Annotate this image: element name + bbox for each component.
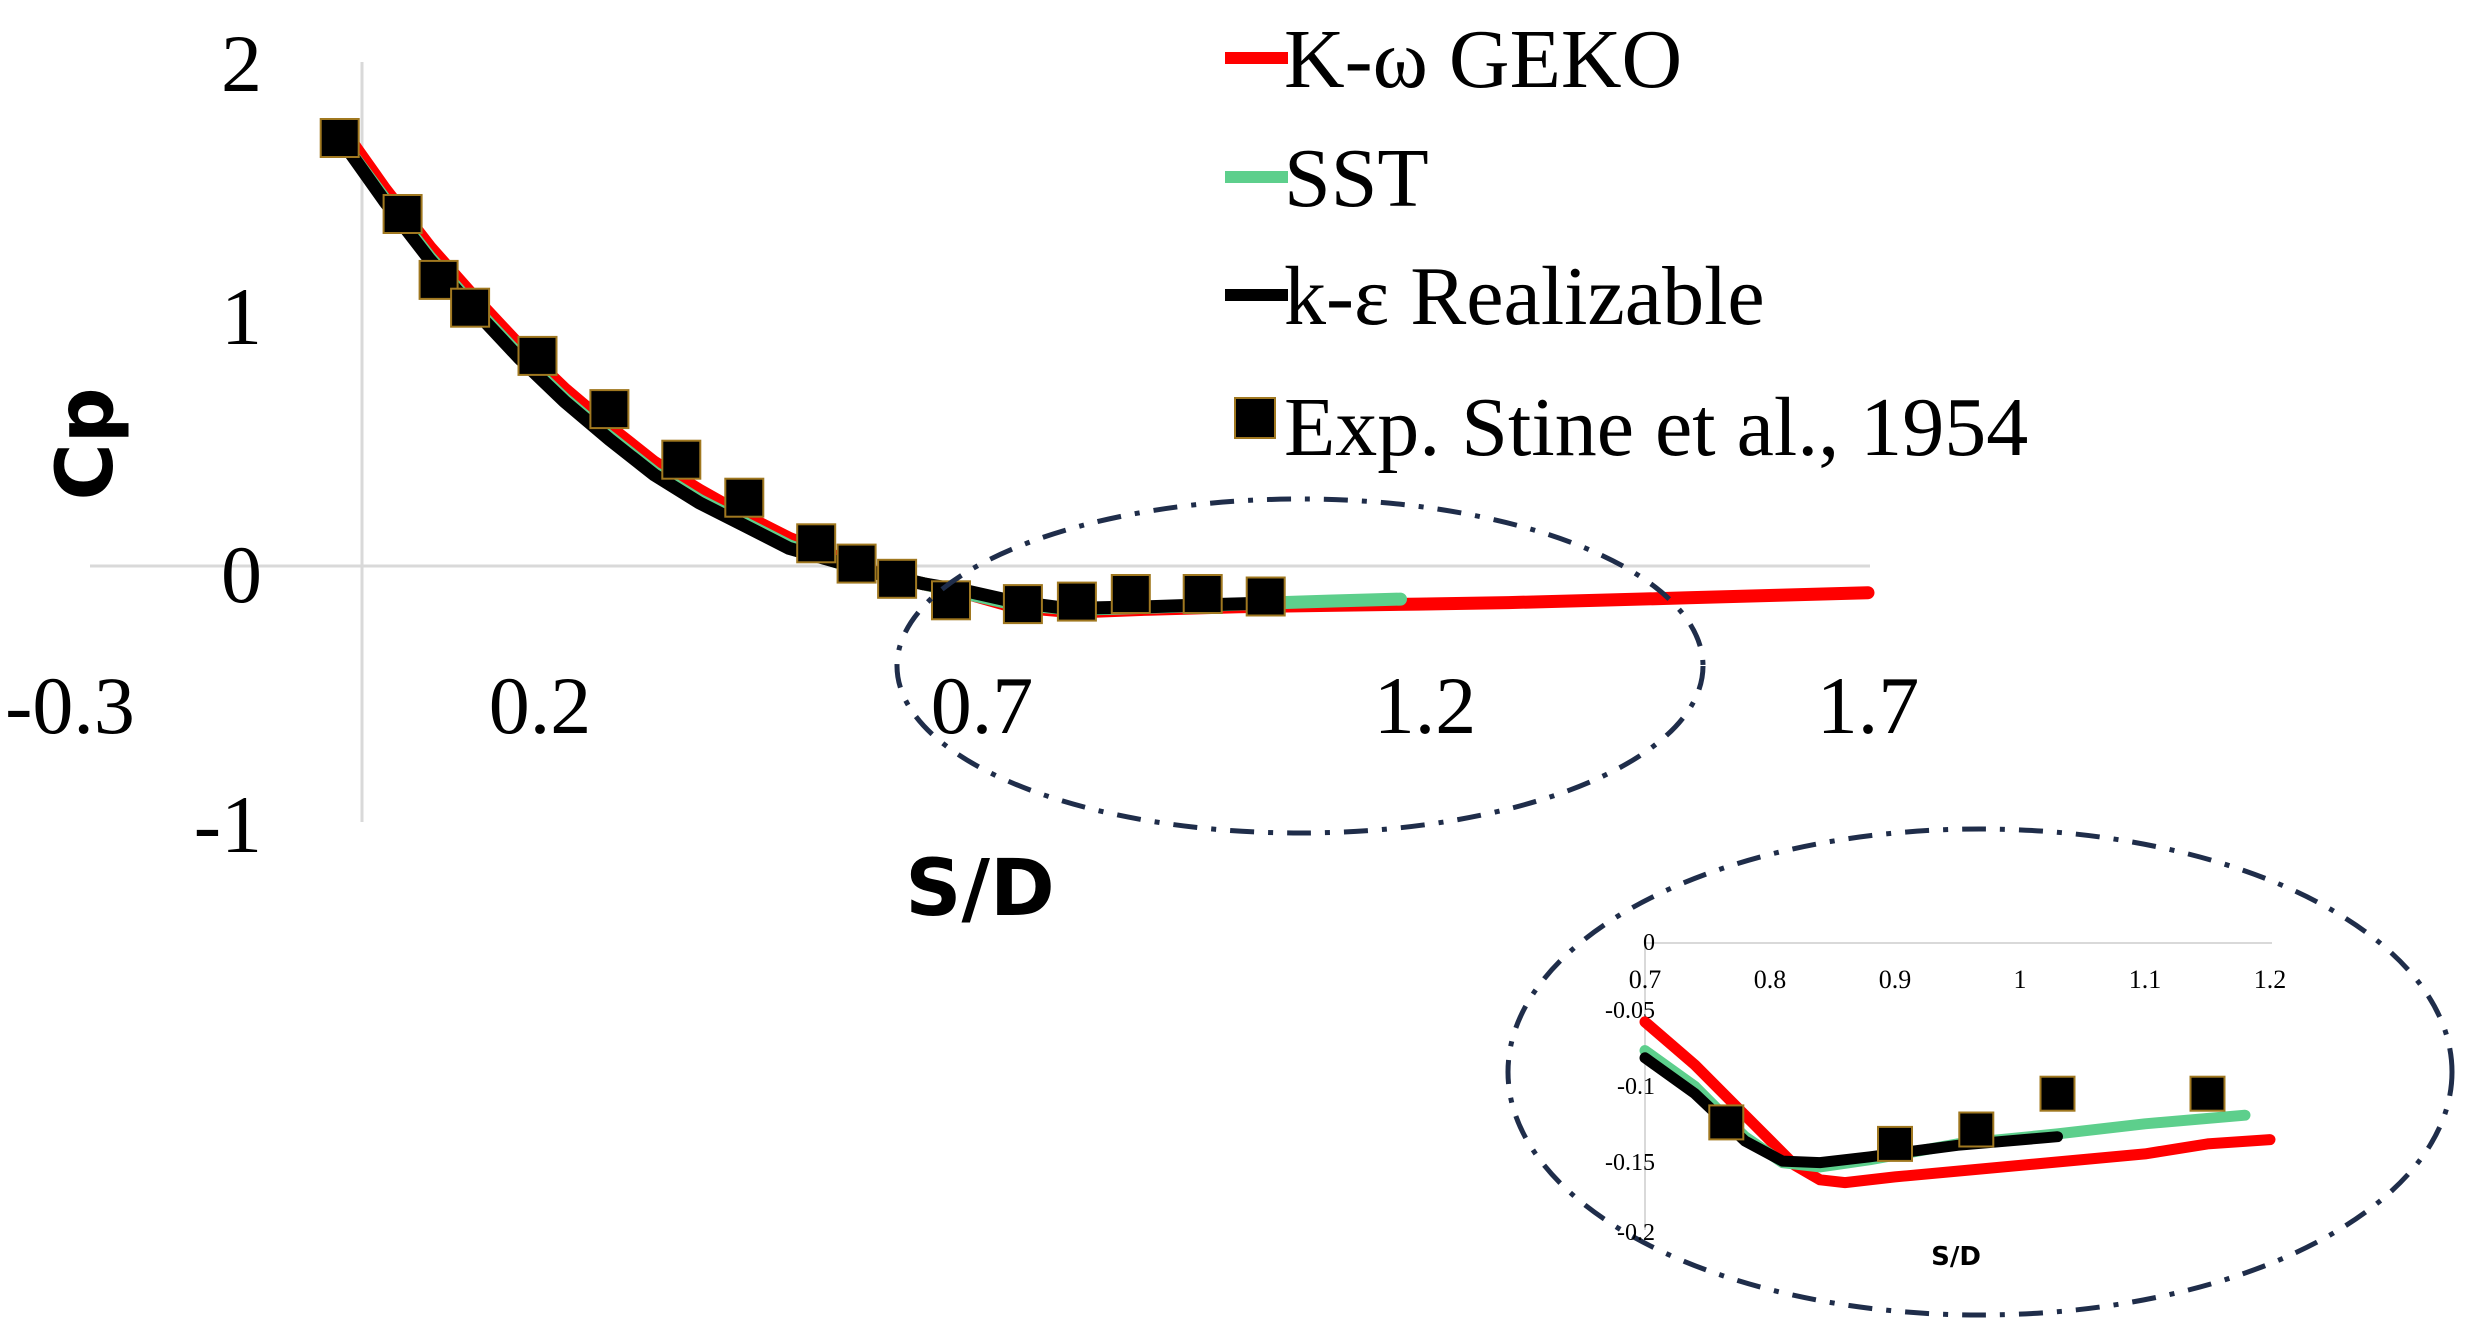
main-data-marker bbox=[1002, 584, 1043, 625]
main-data-marker bbox=[589, 389, 630, 430]
inset-y-tick-label: -0.1 bbox=[1617, 1074, 1655, 1100]
legend-label: SST bbox=[1284, 132, 1429, 225]
y-tick-label: 2 bbox=[221, 18, 262, 109]
legend: K-ω GEKO SST k-ε Realizable Exp. Stine e… bbox=[1225, 13, 2028, 474]
main-data-marker bbox=[796, 523, 837, 564]
main-data-marker bbox=[517, 335, 558, 376]
inset-series-line-2 bbox=[1639, 1052, 2063, 1169]
main-data-marker bbox=[1110, 574, 1151, 614]
main-data-marker bbox=[319, 118, 360, 158]
inset-x-tick-label: 1.1 bbox=[2129, 965, 2162, 994]
y-tick-label: 0 bbox=[221, 529, 262, 620]
inset-y-tick-label: 0 bbox=[1643, 930, 1655, 956]
inset-y-tick-labels: 0 -0.05 -0.1 -0.15 -0.2 bbox=[1605, 930, 1655, 1246]
main-data-marker bbox=[724, 477, 765, 518]
inset-data-marker bbox=[2039, 1075, 2076, 1112]
main-axes bbox=[90, 62, 1870, 822]
main-series-line-1 bbox=[333, 131, 1407, 616]
legend-swatch-marker bbox=[1234, 397, 1276, 439]
legend-item-experiment: Exp. Stine et al., 1954 bbox=[1234, 381, 2028, 474]
main-data-marker bbox=[931, 580, 971, 621]
inset-plot-markers bbox=[1708, 1075, 2226, 1162]
zoom-region-ellipse bbox=[894, 496, 1706, 836]
main-data-marker bbox=[450, 287, 491, 328]
inset-x-tick-label: 1.2 bbox=[2254, 965, 2287, 994]
inset-y-tick-label: -0.2 bbox=[1617, 1220, 1655, 1246]
inset-plot-series bbox=[1639, 1016, 2276, 1189]
y-tick-label: -1 bbox=[194, 779, 262, 870]
inset-x-tick-label: 1 bbox=[2014, 965, 2027, 994]
x-tick-labels: -0.3 0.2 0.7 1.2 1.7 bbox=[5, 660, 1919, 751]
inset-x-axis-title: S/D bbox=[1931, 1242, 1981, 1272]
x-tick-label: 1.7 bbox=[1817, 660, 1920, 751]
inset-chart: 0.7 0.8 0.9 1 1.1 1.2 0 -0.05 -0.1 -0.15… bbox=[1505, 826, 2455, 1318]
inset-data-marker bbox=[1877, 1125, 1913, 1162]
inset-x-tick-label: 0.8 bbox=[1754, 965, 1787, 994]
main-plot-markers bbox=[319, 118, 1286, 625]
main-plot-series bbox=[333, 118, 1875, 618]
main-data-marker bbox=[1182, 574, 1223, 614]
legend-item-k-epsilon-realizable: k-ε Realizable bbox=[1225, 250, 1765, 343]
legend-label: Exp. Stine et al., 1954 bbox=[1284, 381, 2028, 474]
main-data-marker bbox=[382, 194, 423, 234]
x-tick-label: 0.7 bbox=[931, 660, 1034, 751]
x-tick-label: -0.3 bbox=[5, 660, 135, 751]
main-data-marker bbox=[661, 439, 702, 480]
main-data-marker bbox=[1245, 576, 1286, 617]
legend-item-k-omega-geko: K-ω GEKO bbox=[1225, 13, 1682, 106]
y-tick-labels: -1 0 1 2 bbox=[194, 18, 262, 870]
inset-x-tick-label: 0.9 bbox=[1879, 965, 1912, 994]
y-tick-label: 1 bbox=[221, 271, 262, 362]
inset-y-tick-label: -0.15 bbox=[1605, 1150, 1655, 1176]
inset-data-marker bbox=[1708, 1104, 1745, 1141]
y-axis-title: Cp bbox=[41, 387, 131, 500]
x-axis-title: S/D bbox=[905, 844, 1054, 934]
x-tick-label: 0.2 bbox=[489, 660, 592, 751]
inset-data-marker bbox=[2189, 1075, 2226, 1112]
main-data-marker bbox=[1056, 581, 1097, 622]
inset-data-marker bbox=[1958, 1111, 1995, 1148]
inset-x-tick-label: 0.7 bbox=[1629, 965, 1662, 994]
inset-series-line-0 bbox=[1639, 1016, 2276, 1189]
main-data-marker bbox=[836, 543, 877, 584]
legend-item-sst: SST bbox=[1225, 132, 1429, 225]
legend-label: k-ε Realizable bbox=[1284, 250, 1765, 343]
x-tick-label: 1.2 bbox=[1374, 660, 1477, 751]
inset-ellipse bbox=[1505, 826, 2455, 1318]
main-data-marker bbox=[877, 558, 918, 599]
main-series-line-0 bbox=[333, 118, 1875, 618]
inset-x-tick-labels: 0.7 0.8 0.9 1 1.1 1.2 bbox=[1629, 965, 2287, 994]
legend-label: K-ω GEKO bbox=[1284, 13, 1682, 106]
